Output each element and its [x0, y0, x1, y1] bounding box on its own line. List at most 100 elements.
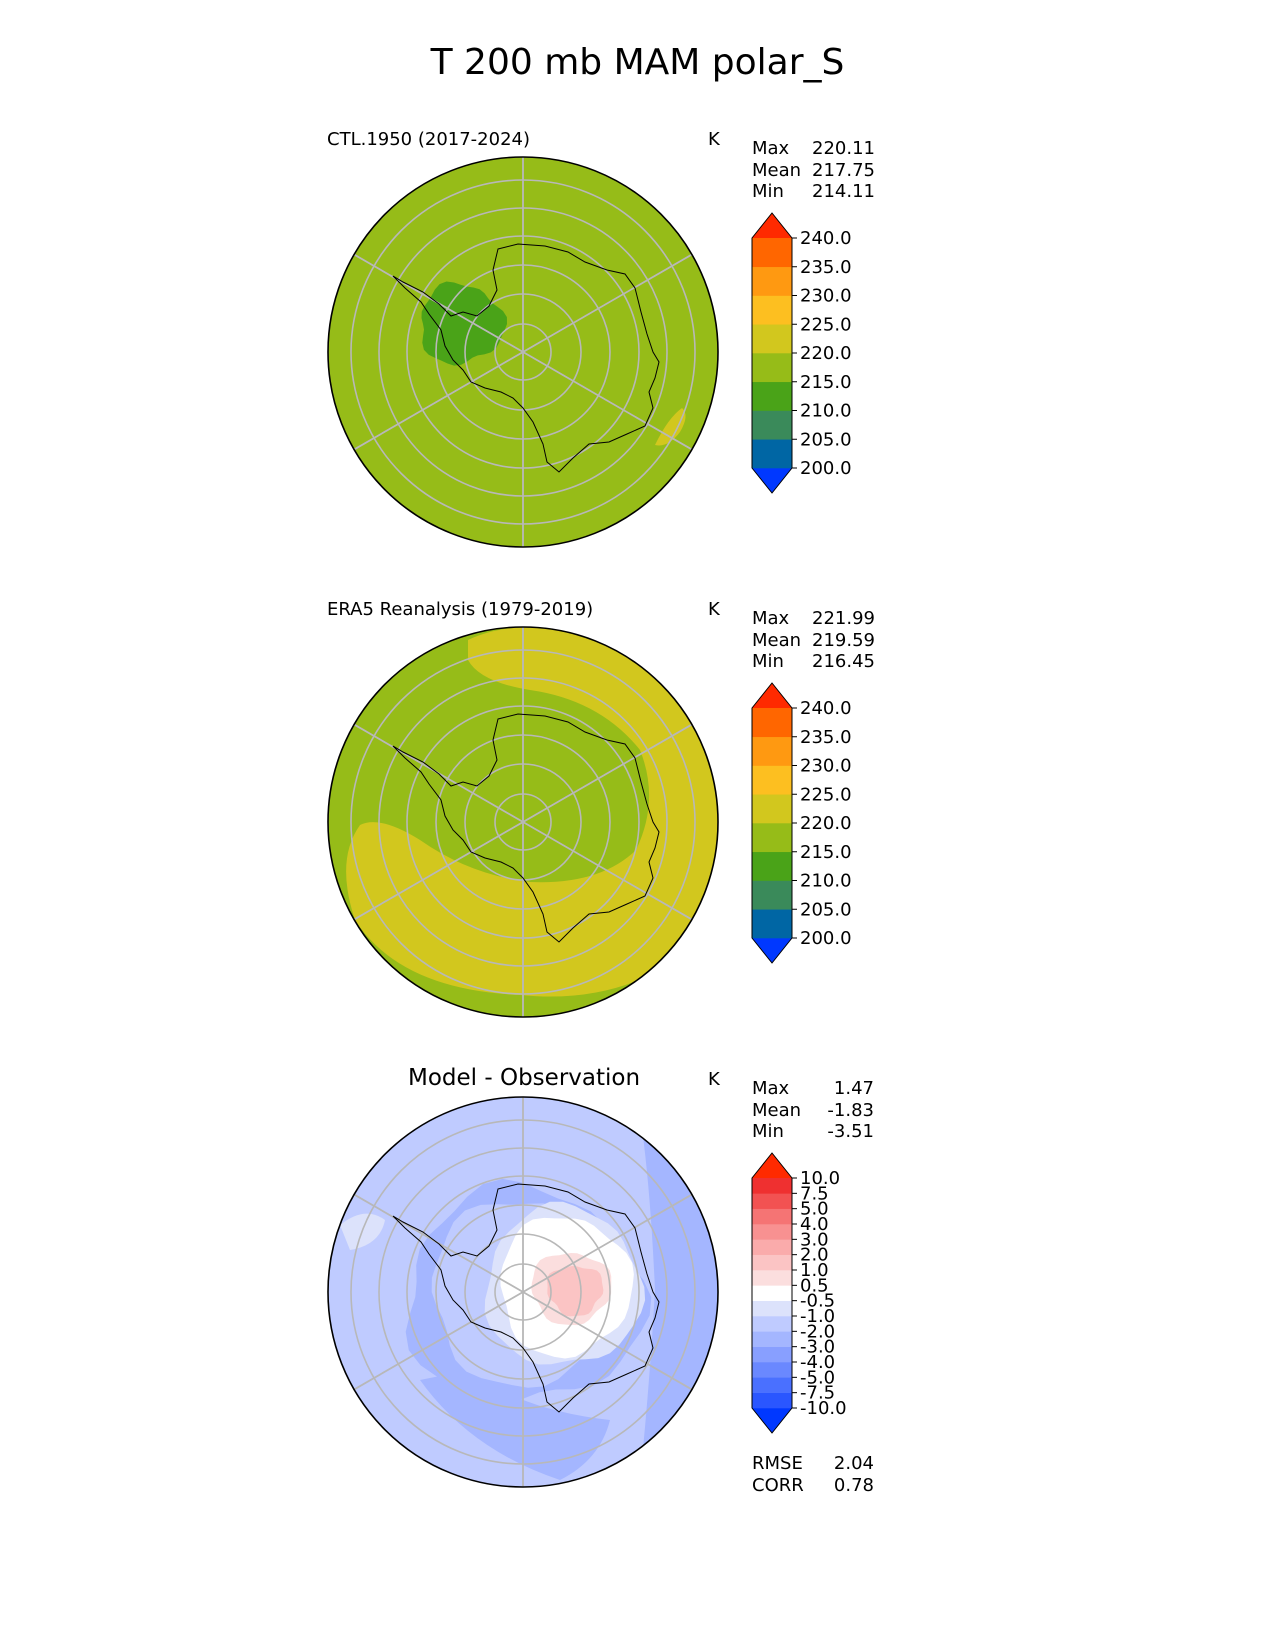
colorbar-tick-label: 225.0 [800, 314, 852, 335]
colorbar-tick-label: 0.5 [800, 1275, 829, 1296]
colorbar-segment [752, 1362, 792, 1378]
graticule [350, 1097, 696, 1487]
stat-min-row: Min 214.11 [752, 181, 875, 203]
colorbar-segment [752, 1346, 792, 1363]
stat-label: Max [752, 608, 790, 629]
meridian-line [353, 253, 693, 451]
stat-value: 2.04 [833, 1453, 874, 1474]
colorbar-segment [752, 823, 792, 853]
panel-2-title: ERA5 Reanalysis (1979-2019) [327, 599, 594, 620]
graticule [350, 157, 696, 547]
colorbar-tick-label: 2.0 [800, 1245, 829, 1266]
panel-3-stats: Max 1.47 Mean -1.83 Min -3.51 [752, 1078, 874, 1143]
colorbar-segment [752, 1300, 792, 1317]
colorbar-segment [752, 295, 792, 325]
panel-1-stats: Max 220.11 Mean 217.75 Min 214.11 [752, 138, 875, 203]
panel-1-title: CTL.1950 (2017-2024) [327, 129, 531, 150]
colorbar-segment [752, 1392, 792, 1409]
colorbar-tick-label: 4.0 [800, 1214, 829, 1235]
panel-3-units: K [708, 1069, 720, 1090]
colorbar-tick-label: 235.0 [800, 727, 852, 748]
stat-corr-row: CORR 0.78 [752, 1475, 874, 1497]
colorbar-tick-label: -0.5 [800, 1291, 835, 1312]
colorbar-segment [752, 1254, 792, 1271]
figure-title: T 200 mb MAM polar_S [430, 42, 845, 83]
panel-1-colorbar: 200.0 205.0 210.0 215.0 220.0 225.0 230.0 235.0… [751, 212, 852, 494]
colorbar-tick-label: 220.0 [800, 813, 852, 834]
band-1-2 [547, 1265, 604, 1317]
colorbar-segment [752, 765, 792, 795]
band-210-215 [421, 281, 507, 366]
stat-value: 0.78 [833, 1474, 874, 1496]
colorbar-tick-label: -7.5 [800, 1383, 835, 1404]
stat-label: Max [752, 138, 790, 159]
colorbar-tick-label: 215.0 [800, 372, 852, 393]
colorbar-tick-label: 215.0 [800, 842, 852, 863]
colorbar-tick-label: 220.0 [800, 343, 852, 364]
colorbar-segment [752, 266, 792, 296]
stat-value: 220.11 [812, 138, 875, 159]
panel-1-units: K [708, 129, 720, 150]
graticule [350, 627, 696, 1017]
antarctica-coastline [392, 243, 660, 473]
colorbar-segment [752, 1331, 792, 1347]
panel-1-field [328, 157, 718, 547]
colorbar-segment [752, 736, 792, 766]
panel-2-map [327, 626, 719, 1018]
colorbar-segment [752, 708, 792, 738]
colorbar-segment [752, 439, 792, 469]
colorbar-segment [752, 880, 792, 910]
colorbar-segment [752, 1270, 792, 1286]
panel-2-stats: Max 221.99 Mean 219.59 Min 216.45 [752, 608, 875, 673]
colorbar-segment [752, 1208, 792, 1225]
antarctica-coastline [392, 713, 660, 943]
colorbar-tick-label: -4.0 [800, 1352, 835, 1373]
colorbar-segment [752, 794, 792, 824]
colorbar-segment [752, 410, 792, 440]
colorbar-tick-label: -3.0 [800, 1337, 835, 1358]
panel-3-title: Model - Observation [408, 1065, 641, 1091]
colorbar-tick-label: 7.5 [800, 1183, 829, 1204]
stat-value: -1.83 [827, 1099, 874, 1121]
panel-2-colorbar: 200.0 205.0 210.0 215.0 220.0 225.0 230.0 235.0… [751, 682, 852, 964]
panel-2-field [328, 627, 718, 1017]
panel-3-field [328, 1097, 718, 1487]
stat-mean-row: Mean 219.59 [752, 630, 875, 652]
map-boundary [327, 1096, 719, 1488]
meridian-line [353, 1193, 693, 1391]
colorbar-tick-label: 230.0 [800, 756, 852, 777]
colorbar-tick-label: 210.0 [800, 401, 852, 422]
colorbar-tick-label: 200.0 [800, 928, 852, 949]
colorbar-tick-label: -10.0 [800, 1398, 847, 1419]
stat-max-row: Max 1.47 [752, 1078, 874, 1100]
colorbar-tick-label: 235.0 [800, 257, 852, 278]
colorbar-segment [752, 1224, 792, 1240]
stat-value: 214.11 [812, 181, 875, 202]
colorbar-extend-min [752, 1408, 792, 1433]
stat-value: 1.47 [833, 1078, 874, 1099]
panel-2-units: K [708, 599, 720, 620]
colorbar-tick-label: 205.0 [800, 429, 852, 450]
colorbar-segment [752, 1377, 792, 1393]
colorbar-extend-min [752, 938, 792, 963]
colorbar-segment [752, 353, 792, 383]
colorbar-extend-min [752, 468, 792, 493]
colorbar-segment [752, 381, 792, 411]
stat-label: RMSE [752, 1453, 803, 1474]
panel-3-colorbar: -10.0-7.5-5.0-4.0-3.0-2.0-1.0-0.50.51.02… [751, 1152, 847, 1434]
stat-value: 221.99 [812, 608, 875, 629]
colorbar-tick-label: 210.0 [800, 871, 852, 892]
colorbar-tick-label: 200.0 [800, 458, 852, 479]
colorbar-segment [752, 324, 792, 354]
colorbar-segment [752, 238, 792, 268]
stat-min-row: Min 216.45 [752, 651, 875, 673]
stat-label: Min [752, 651, 784, 672]
colorbar-segment [752, 909, 792, 939]
stat-mean-row: Mean 217.75 [752, 160, 875, 182]
colorbar-segment [752, 1239, 792, 1255]
map-boundary [327, 626, 719, 1018]
panel-3-error-stats: RMSE 2.04 CORR 0.78 [752, 1453, 874, 1496]
colorbar-tick-label: 240.0 [800, 698, 852, 719]
colorbar-segment [752, 851, 792, 881]
